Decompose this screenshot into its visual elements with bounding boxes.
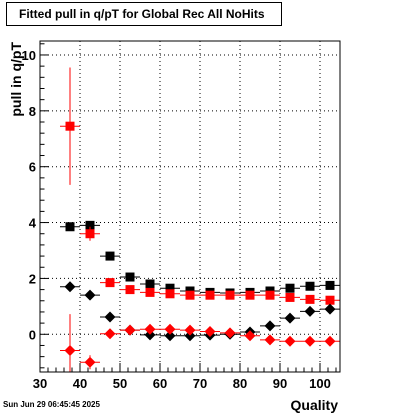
data-point-diamond [324,335,336,347]
data-point-square [265,290,275,300]
data-point-diamond [104,328,116,340]
x-tick-label: 100 [309,376,331,391]
data-point-diamond [224,327,236,339]
data-point-diamond [64,344,76,356]
data-point-square [285,283,295,293]
data-point-square [145,287,155,297]
data-point-diamond [84,356,96,368]
x-tick-label: 70 [193,376,207,391]
data-point-diamond [184,330,196,342]
data-point-square [305,281,315,291]
data-point-square [325,295,335,305]
timestamp: Sun Jun 29 06:45:45 2025 [3,400,100,409]
data-point-diamond [144,329,156,341]
data-point-square [105,251,115,261]
y-axis-label: pull in q/pT [8,42,24,117]
data-point-square [125,285,135,295]
data-point-diamond [264,320,276,332]
data-point-square [165,283,175,293]
data-point-square [285,292,295,302]
y-tick-label: 8 [29,104,36,119]
y-tick-label: 4 [29,216,37,231]
data-point-square [85,220,95,230]
y-tick-label: 10 [22,48,36,63]
data-point-diamond [104,311,116,323]
series-3 [60,314,340,372]
x-axis-label: Quality [291,397,339,413]
plot-frame [39,40,341,373]
y-tick-label: 0 [29,327,36,342]
data-point-square [85,229,95,239]
data-point-square [205,290,215,300]
data-point-square [225,290,235,300]
data-point-diamond [144,323,156,335]
series-2 [60,281,340,342]
x-tick-label: 40 [73,376,87,391]
data-point-square [65,121,75,131]
data-point-diamond [244,330,256,342]
data-point-diamond [64,281,76,293]
data-point-diamond [164,330,176,342]
data-point-diamond [84,289,96,301]
y-tick-label: 6 [29,160,36,175]
data-point-square [65,222,75,232]
data-point-square [105,278,115,288]
data-point-diamond [184,324,196,336]
data-point-diamond [304,305,316,317]
data-point-square [305,294,315,304]
data-point-square [125,272,135,282]
data-point-square [185,290,195,300]
x-tick-label: 50 [113,376,127,391]
y-tick-label: 2 [29,271,36,286]
data-point-diamond [284,335,296,347]
grid-lines [40,41,340,372]
data-point-diamond [284,312,296,324]
data-point-diamond [204,325,216,337]
chart-title: Fitted pull in q/pT for Global Rec All N… [6,2,282,26]
series-1 [60,67,340,305]
data-point-square [325,280,335,290]
data-point-diamond [324,303,336,315]
data-point-diamond [124,324,136,336]
data-point-square [165,289,175,299]
data-point-square [245,290,255,300]
x-tick-label: 90 [273,376,287,391]
axes: 30 40 50 60 70 80 90 100 0 2 4 6 8 10 [22,43,337,391]
data-point-diamond [304,335,316,347]
x-tick-label: 30 [33,376,47,391]
data-point-square [145,279,155,289]
data-series [60,67,340,372]
data-point-diamond [164,323,176,335]
x-tick-label: 80 [233,376,247,391]
data-point-diamond [264,334,276,346]
x-tick-label: 60 [153,376,167,391]
